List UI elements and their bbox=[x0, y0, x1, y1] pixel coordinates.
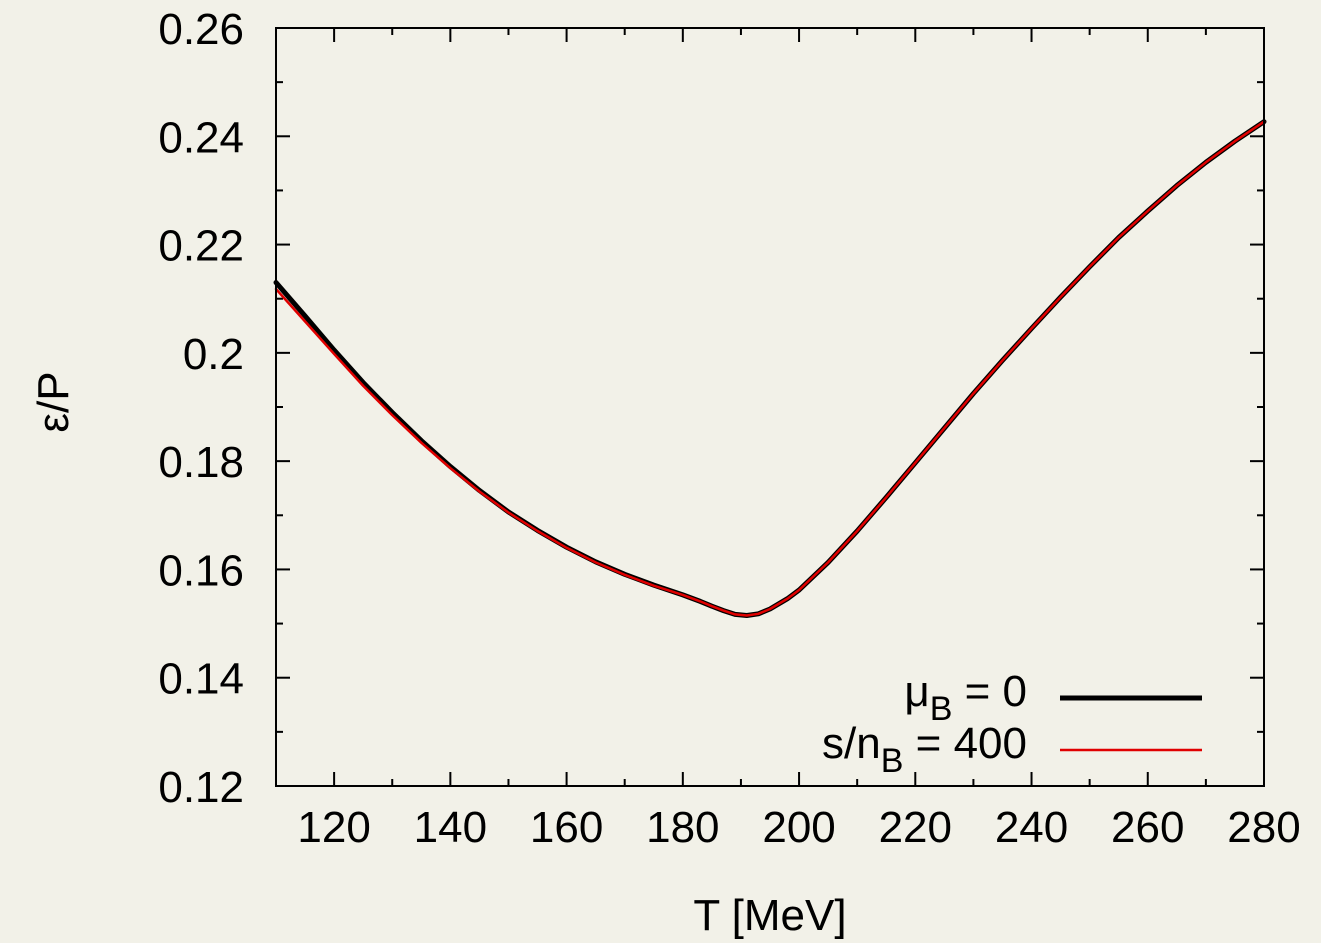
y-tick-label: 0.26 bbox=[158, 5, 244, 54]
x-tick-label: 260 bbox=[1111, 803, 1184, 852]
x-tick-label: 160 bbox=[530, 803, 603, 852]
series-lines bbox=[273, 119, 1267, 618]
x-tick-label: 180 bbox=[646, 803, 719, 852]
y-tick-label: 0.22 bbox=[158, 222, 244, 271]
y-tick-label: 0.2 bbox=[183, 330, 244, 379]
ticks bbox=[275, 27, 1265, 787]
plot-frame bbox=[275, 27, 1265, 787]
tick-labels: 120 140 160 180 200 220 240 260 280 0.12 0.14 0.16 0… bbox=[158, 5, 1300, 852]
y-tick-label: 0.16 bbox=[158, 546, 244, 595]
x-tick-label: 120 bbox=[297, 803, 370, 852]
y-tick-label: 0.18 bbox=[158, 438, 244, 487]
series-line-s-over-nb-400 bbox=[274, 120, 1266, 617]
x-tick-label: 200 bbox=[762, 803, 835, 852]
x-tick-label: 280 bbox=[1227, 803, 1300, 852]
y-tick-label: 0.12 bbox=[158, 763, 244, 812]
legend-label-mu-b-0: μB = 0 bbox=[904, 667, 1027, 728]
x-tick-label: 140 bbox=[414, 803, 487, 852]
x-tick-label: 220 bbox=[879, 803, 952, 852]
legend-label-s-over-nb-400: s/nB = 400 bbox=[822, 719, 1027, 780]
x-axis-label: T [MeV] bbox=[693, 891, 846, 940]
series-line-mu-b-0 bbox=[273, 119, 1267, 618]
y-tick-label: 0.24 bbox=[158, 113, 244, 162]
y-tick-label: 0.14 bbox=[158, 655, 244, 704]
legend: μB = 0s/nB = 400 bbox=[822, 667, 1202, 780]
x-tick-label: 240 bbox=[995, 803, 1068, 852]
y-axis-label: ε/P bbox=[29, 371, 78, 432]
